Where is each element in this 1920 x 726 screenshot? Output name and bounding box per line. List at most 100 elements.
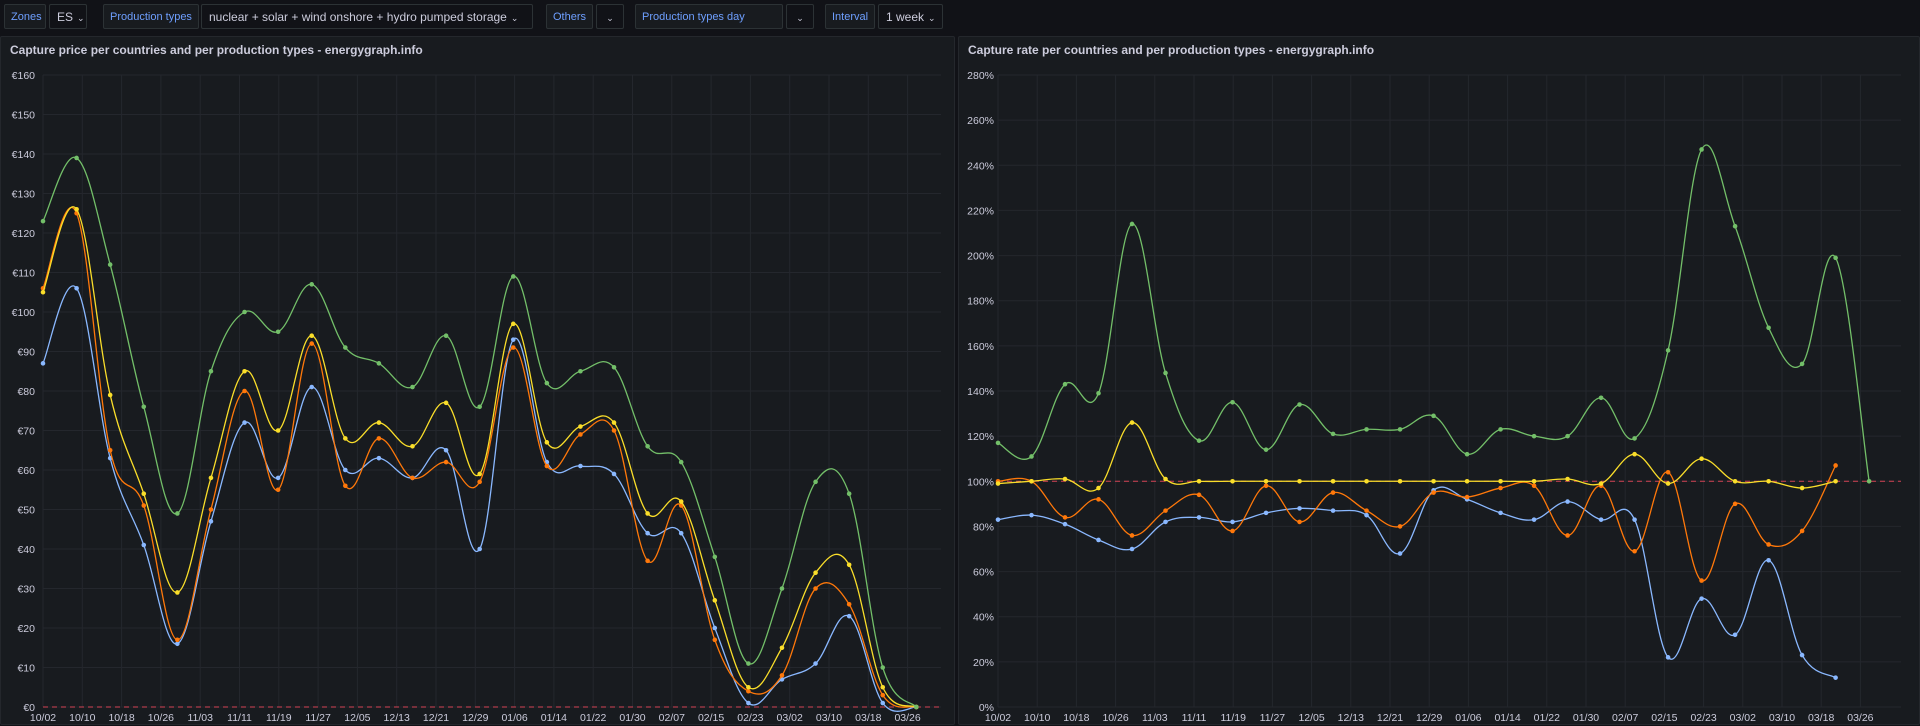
data-point [74,207,79,212]
data-point [1531,517,1537,522]
data-point [1498,485,1503,491]
data-point [1431,478,1436,484]
series-line [42,285,917,712]
data-point [443,447,449,453]
x-tick-label: 10/10 [1024,712,1050,724]
zones-value: ES [57,10,74,24]
data-point [645,511,650,516]
data-point [1699,578,1704,583]
data-point [1464,451,1470,457]
x-tick-label: 01/30 [619,712,645,724]
data-point [1598,481,1604,486]
series-0 [995,486,1838,680]
data-point [1732,223,1738,229]
data-point [1531,433,1537,439]
data-point [712,637,718,643]
series-0 [40,285,919,712]
data-point [1665,469,1671,475]
data-point [611,471,617,477]
data-point [141,491,147,497]
data-point [1196,515,1202,520]
production-types-select[interactable]: nuclear + solar + wind onshore + hydro p… [201,4,533,29]
y-tick-label: 240% [967,160,994,172]
data-point [242,388,247,394]
y-tick-label: 40% [973,612,994,624]
data-point [477,479,482,485]
data-point [746,688,751,694]
data-point [779,673,785,678]
x-tick-label: 01/30 [1573,712,1599,724]
data-point [880,684,886,690]
data-point [1498,478,1503,484]
y-tick-label: 140% [967,386,994,398]
capture-rate-chart[interactable]: 0% 20% 40% 60% 80% 100% 120% 140% 160% 180% 200% 22… [959,37,1920,726]
x-tick-label: 02/15 [1651,712,1677,724]
x-tick-label: 02/23 [1690,712,1716,724]
interval-select[interactable]: 1 week ⌄ [878,4,943,29]
data-point [1397,478,1403,484]
data-point [1330,508,1336,513]
data-point [309,333,315,339]
data-point [477,546,482,552]
data-point [1799,485,1805,491]
data-point [846,602,852,607]
data-point [1833,675,1838,680]
data-point [1029,512,1034,518]
data-point [1297,402,1302,407]
data-point [410,384,415,390]
y-tick-label: €40 [17,544,35,556]
data-point [1565,499,1570,504]
data-point [1699,456,1704,462]
data-point [107,262,113,267]
data-point [1196,492,1202,498]
data-point [275,428,281,433]
chevron-down-icon: ⌄ [796,13,804,23]
data-point [343,345,348,350]
capture-price-chart[interactable]: €0 €10 €20 €30 €40 €50 €60 €70 €80 €90 €100 €110 €12… [1,37,956,726]
x-tick-label: 10/02 [985,712,1011,724]
data-point [141,503,147,508]
data-point [1297,478,1302,484]
x-tick-label: 02/07 [659,712,685,724]
data-point [1330,490,1336,495]
x-tick-label: 02/15 [698,712,724,724]
data-point [712,625,718,631]
data-point [813,661,818,666]
x-tick-label: 03/26 [1847,712,1873,724]
data-point [779,645,785,651]
y-tick-label: €80 [17,386,35,398]
data-point [1263,447,1269,452]
others-select[interactable]: ⌄ [596,4,624,29]
data-point [1632,517,1637,522]
data-point [1230,478,1235,484]
y-tick-label: 120% [967,431,994,443]
data-point [813,586,818,591]
data-point [1196,478,1202,484]
production-types-value: nuclear + solar + wind onshore + hydro p… [209,10,507,24]
data-point [914,704,919,710]
data-point [1330,431,1336,437]
data-point [242,368,247,374]
data-point [1096,537,1101,543]
y-tick-label: 80% [973,521,994,533]
data-point [1766,542,1771,547]
y-tick-label: €70 [17,426,35,438]
data-point [995,440,1001,446]
data-point [1431,413,1436,419]
series-3 [40,155,919,710]
zones-select[interactable]: ES ⌄ [49,4,87,29]
data-point [1833,463,1838,468]
data-point [1029,454,1034,459]
production-types-day-ahead-select[interactable]: ⌄ [786,4,814,29]
x-tick-label: 11/11 [1182,712,1207,724]
data-point [846,491,852,497]
data-point [107,447,113,453]
series-2 [995,420,1838,492]
data-point [510,337,516,342]
x-tick-label: 12/13 [1338,712,1364,724]
y-tick-label: 20% [973,657,994,669]
data-point [1732,478,1738,484]
data-point [1029,478,1034,484]
data-point [1096,497,1101,502]
data-point [510,274,516,279]
